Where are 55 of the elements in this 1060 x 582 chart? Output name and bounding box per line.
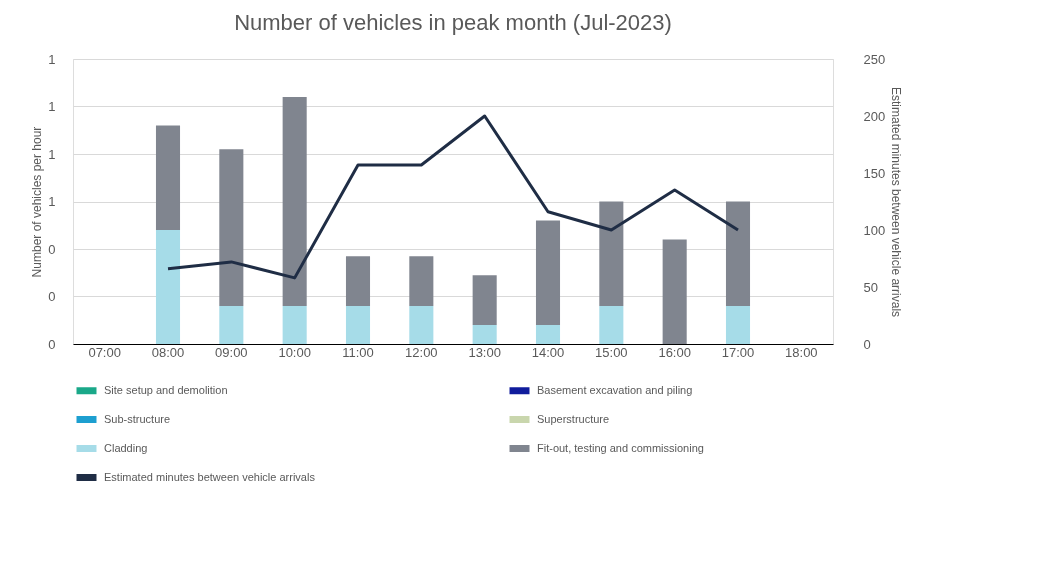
x-tick-label: 08:00 [151,344,185,360]
bar [409,306,434,344]
y2-axis-title: Estimated minutes between vehicle arrivals [889,86,904,318]
line-series [166,114,740,280]
bar [409,256,434,306]
bar [725,201,751,306]
legend-label: Cladding [104,441,148,454]
bar [662,239,687,344]
y2-tick-label: 250 [863,51,886,67]
bar [155,125,181,230]
x-tick-label: 13:00 [468,344,501,360]
bar [282,306,307,344]
bar [535,325,561,344]
y-tick-label: 1 [48,146,56,162]
y-tick-label: 0 [48,241,56,257]
y-tick-label: 1 [48,99,56,114]
legend-label: Fit-out, testing and commissioning [537,441,704,454]
y-tick-label: 0 [48,289,56,304]
bar [345,256,371,306]
bar [472,275,497,325]
y2-tick-label: 50 [863,279,878,295]
x-tick-label: 07:00 [88,344,121,360]
bar [535,220,561,325]
bar [345,306,371,344]
x-tick-label: 11:00 [342,344,374,360]
bar [725,306,751,344]
x-tick-label: 14:00 [531,344,565,360]
bar [472,325,497,344]
y-tick-label: 0 [48,336,56,352]
y2-tick-label: 0 [863,336,871,352]
y-axis-title: Number of vehicles per hour [30,126,45,278]
x-tick-label: 09:00 [215,344,248,360]
legend-label: Sub-structure [104,412,171,425]
x-tick-label: 15:00 [595,344,628,360]
y2-tick-label: 100 [863,222,886,238]
bar [599,306,624,344]
chart-title: Number of vehicles in peak month (Jul-2023) [234,10,672,35]
legend-label: Estimated minutes between vehicle arrivals [104,470,316,483]
bar [282,97,307,306]
bar [219,149,244,306]
legend-label: Site setup and demolition [104,383,228,396]
y-tick-label: 1 [48,194,56,209]
bar [155,230,181,344]
y2-tick-label: 200 [863,108,886,124]
bar [219,306,244,344]
x-tick-label: 12:00 [405,344,438,360]
legend-label: Superstructure [537,412,610,425]
x-tick-label: 17:00 [721,344,755,360]
x-tick-label: 16:00 [658,344,691,360]
x-tick-label: 10:00 [278,344,311,360]
y2-tick-label: 150 [863,165,886,181]
y-tick-label: 1 [48,51,56,67]
bar [599,201,624,306]
legend-label: Basement excavation and piling [537,383,693,396]
x-tick-label: 18:00 [785,344,818,360]
